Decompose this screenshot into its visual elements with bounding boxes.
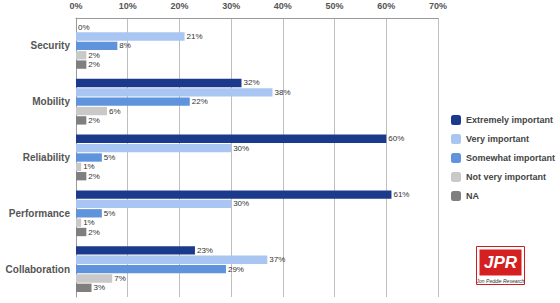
svg-text:1%: 1%: [83, 162, 95, 171]
svg-text:JPR: JPR: [484, 253, 518, 272]
svg-text:0%: 0%: [78, 23, 90, 32]
svg-text:23%: 23%: [197, 246, 213, 255]
svg-text:2%: 2%: [88, 51, 100, 60]
svg-text:NA: NA: [466, 191, 479, 201]
svg-text:60%: 60%: [377, 1, 395, 11]
svg-text:38%: 38%: [275, 88, 291, 97]
svg-text:29%: 29%: [228, 265, 244, 274]
svg-text:32%: 32%: [243, 78, 259, 87]
svg-text:10%: 10%: [119, 1, 137, 11]
svg-text:Security: Security: [31, 40, 71, 51]
svg-text:40%: 40%: [274, 1, 292, 11]
svg-text:8%: 8%: [119, 41, 131, 50]
svg-text:Jon Peddie Research: Jon Peddie Research: [476, 278, 525, 284]
svg-text:Very important: Very important: [466, 134, 529, 144]
svg-text:Extremely important: Extremely important: [466, 115, 553, 125]
svg-text:0%: 0%: [69, 1, 82, 11]
svg-text:Collaboration: Collaboration: [6, 264, 70, 275]
svg-text:2%: 2%: [88, 228, 100, 237]
svg-text:6%: 6%: [109, 107, 121, 116]
svg-text:22%: 22%: [192, 97, 208, 106]
svg-text:5%: 5%: [104, 153, 116, 162]
svg-text:21%: 21%: [187, 32, 203, 41]
svg-text:30%: 30%: [233, 144, 249, 153]
svg-text:3%: 3%: [94, 283, 106, 292]
svg-text:37%: 37%: [269, 255, 285, 264]
svg-text:2%: 2%: [88, 172, 100, 181]
svg-text:2%: 2%: [88, 60, 100, 69]
svg-text:2%: 2%: [88, 116, 100, 125]
svg-text:Performance: Performance: [9, 208, 71, 219]
svg-text:20%: 20%: [170, 1, 188, 11]
svg-text:5%: 5%: [104, 209, 116, 218]
svg-text:Mobility: Mobility: [32, 96, 70, 107]
svg-text:30%: 30%: [222, 1, 240, 11]
svg-text:61%: 61%: [393, 190, 409, 199]
svg-text:70%: 70%: [429, 1, 447, 11]
svg-text:60%: 60%: [388, 134, 404, 143]
svg-text:1%: 1%: [83, 218, 95, 227]
svg-text:30%: 30%: [233, 199, 249, 208]
svg-text:50%: 50%: [326, 1, 344, 11]
svg-text:Not very important: Not very important: [466, 172, 546, 182]
svg-text:Reliability: Reliability: [23, 152, 71, 163]
svg-text:7%: 7%: [114, 274, 126, 283]
svg-text:Somewhat important: Somewhat important: [466, 153, 555, 163]
